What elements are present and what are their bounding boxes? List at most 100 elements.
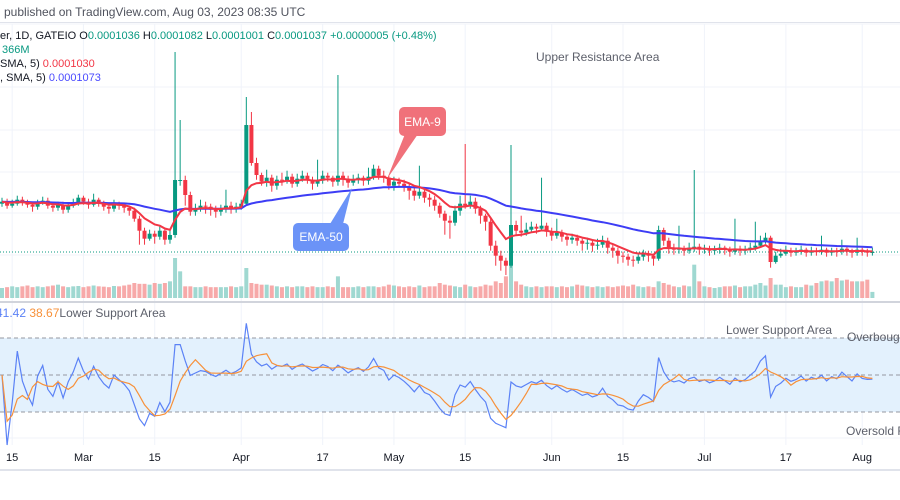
candle-body bbox=[178, 180, 183, 181]
candle bbox=[157, 225, 162, 240]
candle-body bbox=[10, 203, 15, 206]
candle bbox=[773, 251, 778, 264]
candle-body bbox=[712, 249, 717, 251]
volume-bar bbox=[585, 286, 590, 298]
volume-bar bbox=[738, 287, 743, 298]
candle-body bbox=[692, 246, 697, 248]
volume-bar bbox=[315, 287, 320, 298]
candle-body bbox=[213, 209, 218, 212]
candle bbox=[615, 247, 620, 264]
volume-bar bbox=[147, 284, 152, 298]
candle-body bbox=[610, 247, 615, 251]
x-tick-label: 17 bbox=[779, 452, 792, 464]
candle-body bbox=[183, 180, 188, 195]
candle-body bbox=[223, 205, 228, 209]
x-tick-label: Mar bbox=[73, 452, 93, 464]
volume-bar bbox=[768, 278, 773, 298]
volume-bar bbox=[208, 287, 213, 298]
candle bbox=[218, 204, 223, 216]
volume-bar bbox=[407, 286, 412, 298]
volume-bar bbox=[40, 287, 45, 298]
volume-bar bbox=[544, 286, 549, 298]
candle bbox=[865, 248, 870, 257]
volume-bar bbox=[666, 284, 671, 298]
candle bbox=[620, 251, 625, 263]
candle bbox=[91, 193, 96, 207]
candle bbox=[605, 237, 610, 254]
candle-body bbox=[173, 180, 178, 235]
candle-body bbox=[397, 181, 402, 184]
ema9-callout: EMA-9 bbox=[399, 107, 446, 136]
volume-bar bbox=[417, 285, 422, 298]
volume-bar bbox=[45, 286, 50, 298]
candle bbox=[325, 172, 330, 182]
volume-bar bbox=[91, 285, 96, 298]
rsi-legend[interactable]: 41.42 38.67Lower Support Area bbox=[0, 306, 165, 320]
x-tick-label: Aug bbox=[852, 452, 872, 464]
volume-bar bbox=[137, 283, 142, 298]
volume-bar bbox=[183, 286, 188, 298]
volume-bar bbox=[106, 287, 111, 298]
candle bbox=[142, 227, 147, 245]
candle-body bbox=[620, 255, 625, 257]
candle bbox=[483, 213, 488, 231]
symbol-legend[interactable]: er, 1D, GATEIO O0.0001036 H0.0001082 L0.… bbox=[0, 30, 437, 42]
rsi-legend-value: 41.42 bbox=[0, 306, 27, 320]
volume-bar bbox=[478, 286, 483, 298]
candle bbox=[488, 217, 493, 251]
candle bbox=[453, 205, 458, 226]
volume-bar bbox=[748, 286, 753, 298]
candle-body bbox=[61, 204, 66, 210]
volume-bar bbox=[600, 287, 605, 298]
candle-body bbox=[631, 259, 636, 261]
volume-bar bbox=[0, 288, 4, 298]
volume-bar bbox=[707, 287, 712, 298]
candle bbox=[442, 210, 447, 235]
volume-bar bbox=[620, 285, 625, 298]
volume-bar bbox=[427, 286, 432, 298]
candle bbox=[422, 187, 427, 203]
candle-body bbox=[137, 218, 142, 231]
volume-bar bbox=[799, 287, 804, 298]
x-tick-label: Apr bbox=[232, 452, 250, 464]
ohlc-values: O0.0001036 H0.0001082 L0.0001001 C0.0001… bbox=[79, 30, 327, 42]
candle-body bbox=[753, 245, 758, 248]
volume-bar bbox=[290, 287, 295, 298]
ema50-legend[interactable]: , SMA, 5) 0.0001073 bbox=[0, 72, 101, 84]
candle-body bbox=[76, 197, 81, 203]
ema50-legend-label: , SMA, 5) bbox=[0, 72, 46, 84]
volume-bar bbox=[295, 286, 300, 298]
volume-bar bbox=[498, 283, 503, 298]
volume-bar bbox=[539, 287, 544, 298]
candle-body bbox=[778, 253, 783, 256]
volume-bar bbox=[335, 276, 340, 298]
volume-bar bbox=[442, 284, 447, 298]
candle-body bbox=[417, 191, 422, 196]
volume-bar bbox=[50, 285, 55, 298]
candle-body bbox=[218, 208, 223, 212]
volume-bar bbox=[381, 286, 386, 298]
volume-bar bbox=[493, 281, 498, 298]
candle-body bbox=[727, 249, 732, 252]
volume-bar bbox=[397, 286, 402, 298]
candle bbox=[544, 222, 549, 237]
x-tick-label: May bbox=[383, 452, 405, 464]
candle bbox=[554, 218, 559, 239]
x-tick-label: Jun bbox=[542, 452, 561, 464]
ema50-legend-value: 0.0001073 bbox=[48, 72, 101, 84]
candle bbox=[626, 253, 631, 266]
candle bbox=[279, 172, 284, 186]
candle bbox=[162, 227, 167, 245]
publish-header: published on TradingView.com, Aug 03, 20… bbox=[0, 0, 900, 23]
candle bbox=[768, 235, 773, 268]
ema9-legend[interactable]: SMA, 5) 0.0001030 bbox=[0, 58, 95, 70]
candle-body bbox=[203, 205, 208, 207]
candle bbox=[514, 220, 519, 236]
candle-body bbox=[773, 255, 778, 262]
volume-bar bbox=[844, 279, 849, 298]
volume-bar bbox=[351, 287, 356, 298]
candle bbox=[549, 227, 554, 241]
volume-bar bbox=[66, 287, 71, 298]
candle-body bbox=[391, 181, 396, 186]
